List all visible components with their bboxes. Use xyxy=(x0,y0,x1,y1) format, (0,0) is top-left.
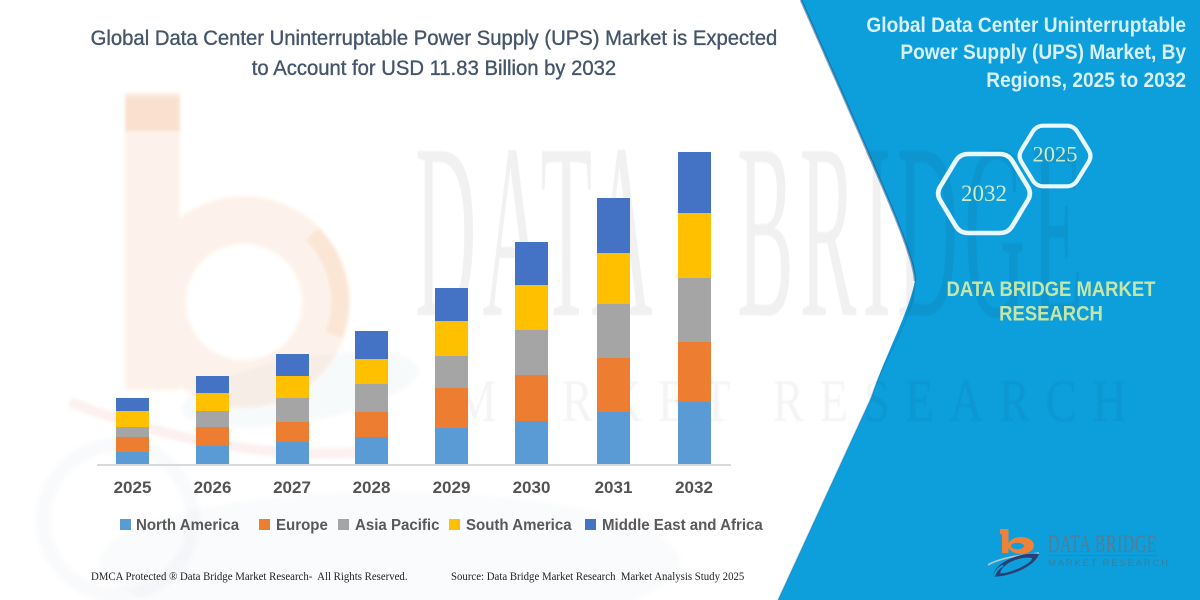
svg-text:2032: 2032 xyxy=(961,181,1007,206)
svg-text:RESEARCH: RESEARCH xyxy=(999,302,1103,325)
svg-text:2025: 2025 xyxy=(1033,142,1078,167)
svg-text:DATA BRIDGE MARKET: DATA BRIDGE MARKET xyxy=(947,278,1156,301)
svg-text:DATA BRIDGE: DATA BRIDGE xyxy=(1048,529,1157,558)
svg-text:MARKET RESEARCH: MARKET RESEARCH xyxy=(1048,558,1170,569)
